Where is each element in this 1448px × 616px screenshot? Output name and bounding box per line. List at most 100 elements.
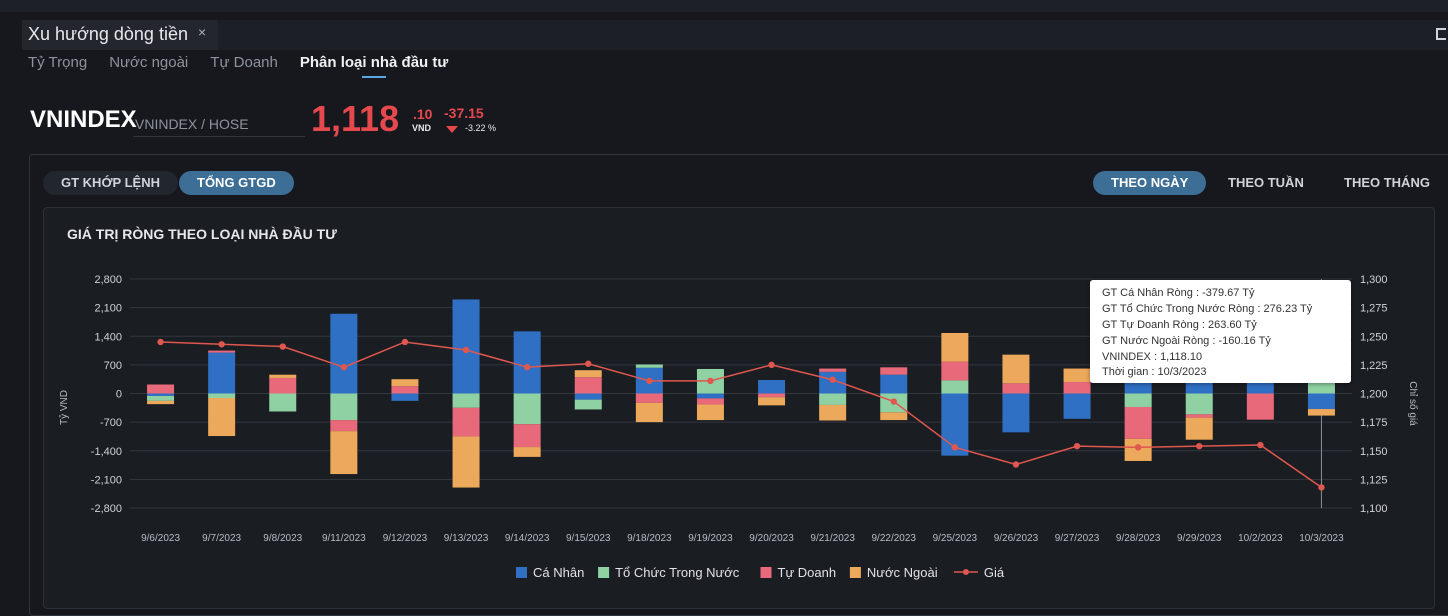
bar-segment [758, 380, 786, 394]
legend-swatch [516, 567, 527, 578]
tooltip-line-to-chuc: GT Tổ Chức Trong Nước Ròng : 276.23 Tỷ [1102, 303, 1313, 315]
x-tick-label: 9/28/2023 [1116, 533, 1161, 544]
x-tick-label: 9/15/2023 [566, 533, 611, 544]
bar-segment [269, 374, 297, 378]
net-value-chart[interactable]: 2,800 2,100 1,400 700 0 -700 -1,400 -2,100 -2,80… [0, 0, 1448, 602]
bar-segment [208, 352, 236, 394]
down-arrow-icon [446, 126, 458, 133]
y2-tick-label: 1,275 [1360, 303, 1388, 315]
price-change-percent: -3.22 % [465, 123, 497, 133]
bar-segment [391, 379, 419, 387]
y-tick-label: -700 [100, 417, 122, 429]
bar-segment [452, 436, 480, 488]
bar-segment [1307, 409, 1335, 416]
symbol-underline [133, 136, 305, 137]
tab-bar [218, 20, 1448, 50]
toggle-theo-ngay[interactable]: THEO NGÀY [1093, 171, 1207, 195]
y-tick-label: 0 [116, 389, 122, 401]
bar-segment [1307, 393, 1335, 410]
bar-segment [147, 393, 175, 396]
bar-segment [880, 412, 908, 421]
legend-line-point [962, 569, 969, 575]
y-tick-label: 700 [104, 360, 122, 372]
x-tick-label: 9/20/2023 [749, 533, 794, 544]
bar-segment [147, 395, 175, 401]
bar-segment [269, 393, 297, 412]
price-point [279, 343, 286, 350]
window-tab[interactable] [22, 20, 218, 50]
bar-segment [574, 399, 602, 410]
bar-segment [513, 424, 541, 448]
toggle-gt-khop-lenh[interactable]: GT KHỚP LỆNH [43, 171, 178, 195]
bar-segment [635, 402, 663, 423]
toggle-tong-gtgd[interactable]: TỔNG GTGD [179, 171, 294, 195]
bar-segment [452, 407, 480, 437]
legend-swatch [760, 567, 772, 578]
bar-segment [452, 393, 480, 408]
price-point [218, 341, 225, 348]
bar-segment [819, 368, 847, 372]
bar-segment [574, 370, 602, 378]
bar-segment [880, 367, 908, 375]
price-point [157, 338, 164, 346]
bar-segment [391, 386, 419, 394]
x-tick-label: 9/14/2023 [505, 533, 550, 544]
bar-segment [696, 404, 724, 421]
toggle-theo-thang[interactable]: THEO THÁNG [1344, 175, 1430, 190]
bar-segment [941, 380, 969, 394]
bar-segment [513, 393, 541, 425]
bar-segment [696, 398, 724, 405]
legend-label: Tự Doanh [778, 565, 837, 580]
bar-segment [1185, 393, 1213, 415]
tab-tu-doanh[interactable]: Tự Doanh [210, 54, 278, 71]
bar-segment [941, 361, 969, 381]
expand-icon[interactable] [1436, 28, 1446, 40]
y-tick-label: -2,800 [91, 503, 122, 515]
bar-segment [574, 377, 602, 394]
price-point [890, 398, 897, 405]
bar-segment [330, 393, 358, 421]
bar-segment [1002, 383, 1030, 394]
price-point [646, 377, 653, 385]
symbol-exchange[interactable]: VNINDEX / HOSE [135, 116, 249, 132]
x-tick-label: 9/21/2023 [810, 533, 855, 544]
tooltip-line-ca-nhan: GT Cá Nhân Ròng : -379.67 Tỷ [1102, 287, 1255, 299]
legend-swatch [598, 567, 610, 578]
price-point [1073, 442, 1081, 450]
bar-segment [1063, 382, 1091, 394]
bar-segment [758, 393, 786, 398]
y2-tick-label: 1,250 [1360, 331, 1388, 343]
tab-phan-loai-nha-dau-tu[interactable]: Phân loại nhà đầu tư [299, 54, 449, 78]
symbol-name: VNINDEX [30, 106, 137, 133]
tooltip-line-tu-doanh: GT Tự Doanh Ròng : 263.60 Tỷ [1102, 319, 1257, 331]
price-point [340, 363, 348, 371]
bar-segment [1307, 382, 1335, 394]
tab-ty-trong[interactable]: Tỷ Trọng [28, 54, 88, 71]
price-point [707, 377, 714, 385]
bar-segment [269, 377, 297, 394]
legend-label: Cá Nhân [533, 565, 584, 580]
y-tick-label: -2,100 [91, 474, 122, 486]
close-icon[interactable]: × [198, 24, 207, 40]
x-tick-label: 9/12/2023 [383, 533, 428, 544]
bar-segment [1185, 417, 1213, 440]
x-tick-label: 9/7/2023 [202, 533, 241, 544]
bar-segment [330, 420, 358, 432]
price-point [1257, 441, 1264, 449]
bar-segment [635, 364, 663, 368]
bar-segment [758, 397, 786, 406]
bar-segment [1124, 393, 1152, 407]
price-value: 1,118 [311, 98, 400, 139]
y2-tick-label: 1,200 [1360, 389, 1388, 401]
bar-segment [1063, 368, 1091, 383]
tab-nuoc-ngoai[interactable]: Nước ngoài [109, 54, 189, 71]
bar-segment [819, 393, 847, 405]
bar-segment [819, 404, 847, 421]
x-tick-label: 10/2/2023 [1238, 533, 1283, 544]
price-point [1012, 461, 1020, 468]
bar-segment [391, 393, 419, 401]
legend-label: Tổ Chức Trong Nước [615, 565, 740, 580]
y-tick-label: -1,400 [91, 446, 122, 458]
x-tick-label: 9/29/2023 [1177, 533, 1222, 544]
toggle-theo-tuan[interactable]: THEO TUẦN [1228, 175, 1304, 190]
